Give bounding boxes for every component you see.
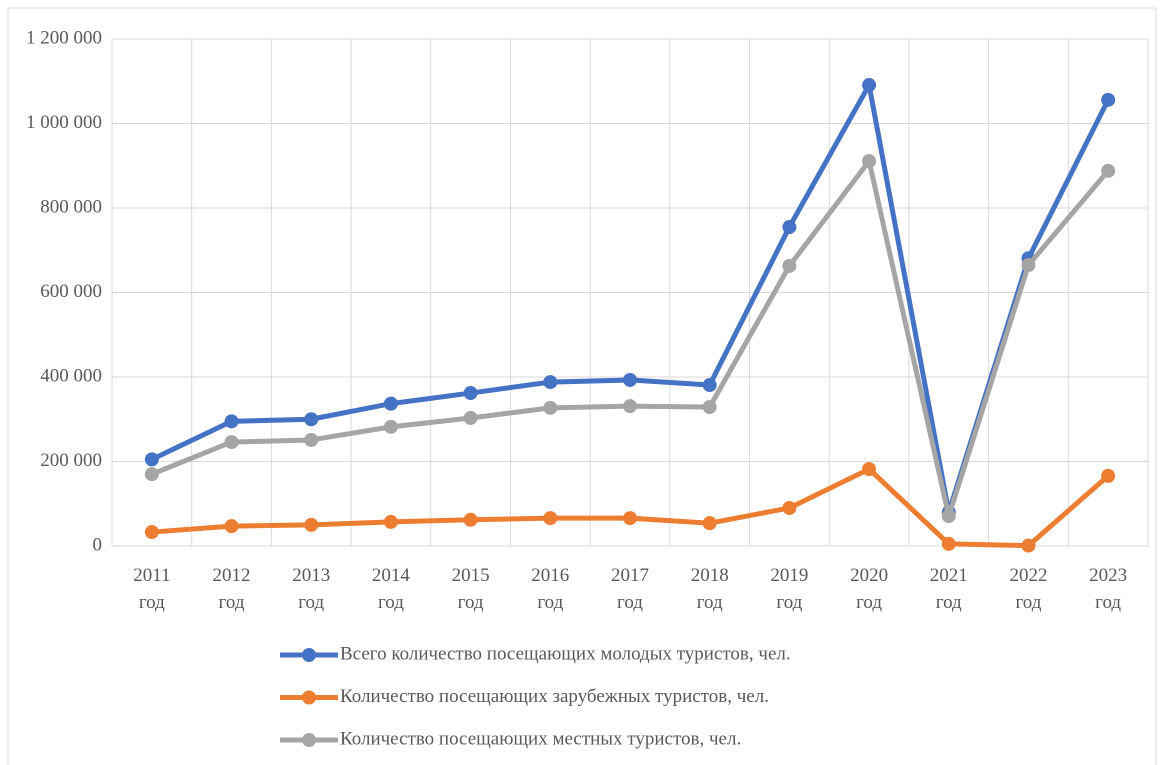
data-point (941, 509, 956, 524)
data-point (1021, 258, 1036, 273)
data-point (543, 511, 558, 526)
x-tick-label: 2014 год (371, 565, 410, 613)
data-point (623, 399, 637, 414)
data-point (862, 78, 877, 93)
data-point (304, 517, 319, 532)
data-point (623, 372, 637, 387)
legend-marker (302, 733, 316, 747)
data-point (1101, 92, 1116, 107)
data-point (1101, 468, 1116, 483)
x-tick-label: 2021 год (929, 565, 968, 613)
x-tick-label: 2020 год (850, 565, 889, 613)
legend-marker (302, 690, 316, 705)
data-point (383, 419, 398, 434)
data-point (224, 519, 239, 534)
legend-label: Количество посещающих местных туристов, … (340, 728, 741, 749)
y-tick-label: 0 (93, 534, 103, 555)
data-point (543, 400, 558, 415)
data-point (941, 536, 956, 551)
chart-border (7, 7, 1157, 765)
data-point (224, 414, 239, 429)
x-tick-label: 2016 год (531, 565, 570, 613)
data-point (702, 378, 717, 393)
legend-marker (302, 648, 316, 662)
data-point (782, 500, 797, 515)
data-point (304, 432, 319, 447)
y-tick-label: 200 000 (40, 450, 102, 471)
x-tick-label: 2018 год (690, 565, 729, 613)
data-point (144, 467, 159, 482)
data-point (702, 399, 717, 414)
data-point (463, 386, 478, 401)
data-point (1021, 538, 1036, 553)
data-point (543, 375, 558, 390)
data-point (1101, 163, 1116, 178)
legend-label: Количество посещающих зарубежных туристо… (340, 686, 769, 707)
data-point (304, 412, 319, 427)
y-tick-label: 800 000 (40, 196, 102, 217)
legend-item: Всего количество посещающих молодых тури… (280, 643, 791, 664)
data-point (383, 514, 398, 529)
x-tick-label: 2012 год (212, 565, 251, 613)
y-tick-label: 400 000 (40, 365, 102, 386)
data-point (144, 525, 159, 540)
data-point (144, 452, 159, 467)
x-tick-label: 2017 год (611, 565, 649, 613)
x-tick-label: 2019 год (770, 565, 809, 613)
data-point (862, 154, 877, 169)
data-point (862, 462, 877, 477)
data-point (782, 220, 797, 235)
legend-label: Всего количество посещающих молодых тури… (340, 643, 791, 664)
x-tick-label: 2015 год (451, 565, 490, 613)
x-tick-label: 2011 год (133, 565, 171, 613)
x-tick-label: 2023 год (1089, 565, 1128, 613)
data-point (224, 435, 239, 450)
y-tick-label: 600 000 (40, 281, 102, 302)
data-point (463, 512, 478, 527)
data-point (463, 410, 478, 425)
x-tick-label: 2013 год (292, 565, 331, 613)
data-point (623, 511, 637, 526)
legend-item: Количество посещающих местных туристов, … (280, 728, 741, 749)
x-tick-label: 2022 год (1009, 565, 1048, 613)
data-point (383, 396, 398, 411)
y-tick-label: 1 200 000 (26, 27, 102, 48)
y-tick-label: 1 000 000 (26, 112, 102, 133)
legend-item: Количество посещающих зарубежных туристо… (280, 686, 769, 707)
data-point (702, 516, 717, 531)
data-point (782, 258, 797, 273)
